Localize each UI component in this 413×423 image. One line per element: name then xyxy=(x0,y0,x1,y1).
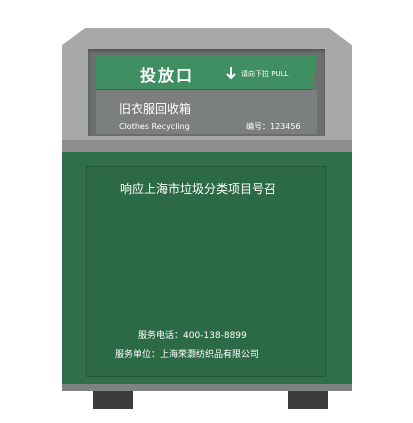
slogan: 响应上海市垃圾分类项目号召 xyxy=(120,182,277,196)
label-area xyxy=(96,90,317,134)
base-strip xyxy=(62,384,352,391)
bin-name-chinese: 旧衣服回收箱 xyxy=(119,102,192,116)
front-door-panel xyxy=(86,166,326,377)
left-leg xyxy=(93,391,133,409)
right-leg xyxy=(288,391,328,409)
pull-instruction: 请向下拉 PULL xyxy=(241,70,289,78)
down-arrow-icon xyxy=(226,67,236,80)
serial-number: 编号：123456 xyxy=(246,122,301,131)
deposit-slot-banner[interactable] xyxy=(96,55,317,90)
deposit-slot-title: 投放口 xyxy=(140,66,195,85)
top-panel-shadow xyxy=(62,140,352,152)
service-phone: 服务电话：400-138-8899 xyxy=(138,331,247,341)
bin-name-english: Clothes Recycling xyxy=(119,122,190,131)
service-unit: 服务单位：上海荣灏纺织品有限公司 xyxy=(115,350,260,360)
